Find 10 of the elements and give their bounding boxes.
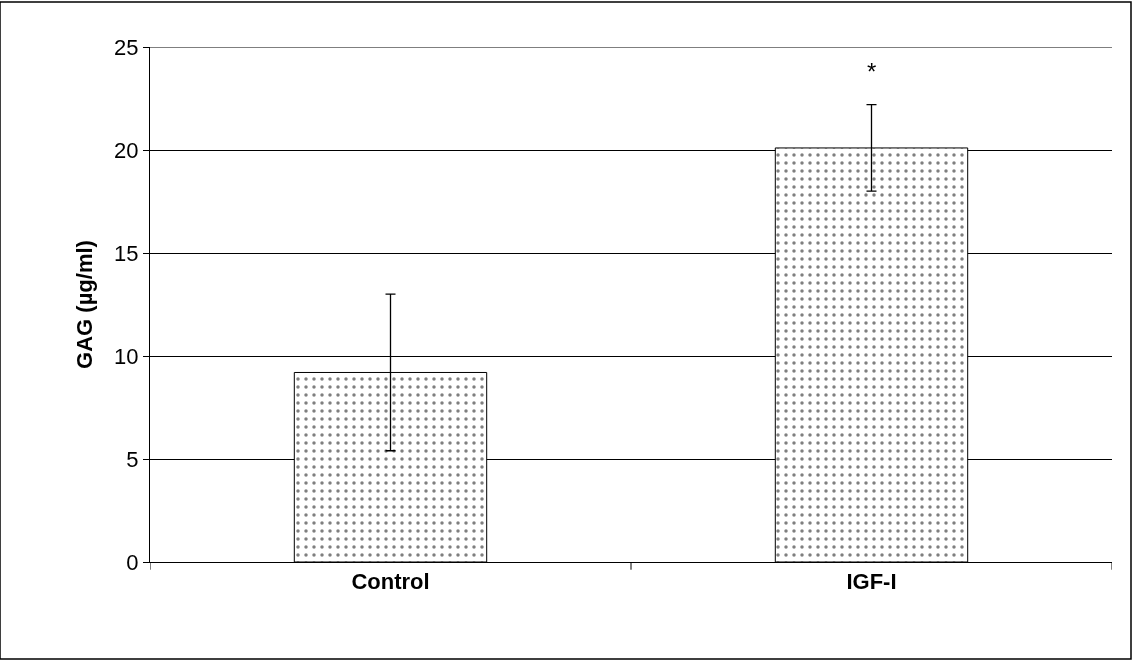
annotation: *	[867, 58, 877, 85]
y-tick-label: 20	[114, 137, 139, 163]
y-axis-title: GAG (µg/ml)	[71, 240, 97, 369]
y-tick-label: 5	[126, 446, 139, 472]
y-tick-label: 0	[126, 549, 139, 575]
x-tick-label: Control	[351, 569, 430, 595]
y-tick-label: 10	[114, 343, 139, 369]
x-tick-label: IGF-I	[846, 569, 897, 595]
y-tick-label: 15	[114, 240, 139, 266]
y-tick-label: 25	[114, 34, 139, 60]
